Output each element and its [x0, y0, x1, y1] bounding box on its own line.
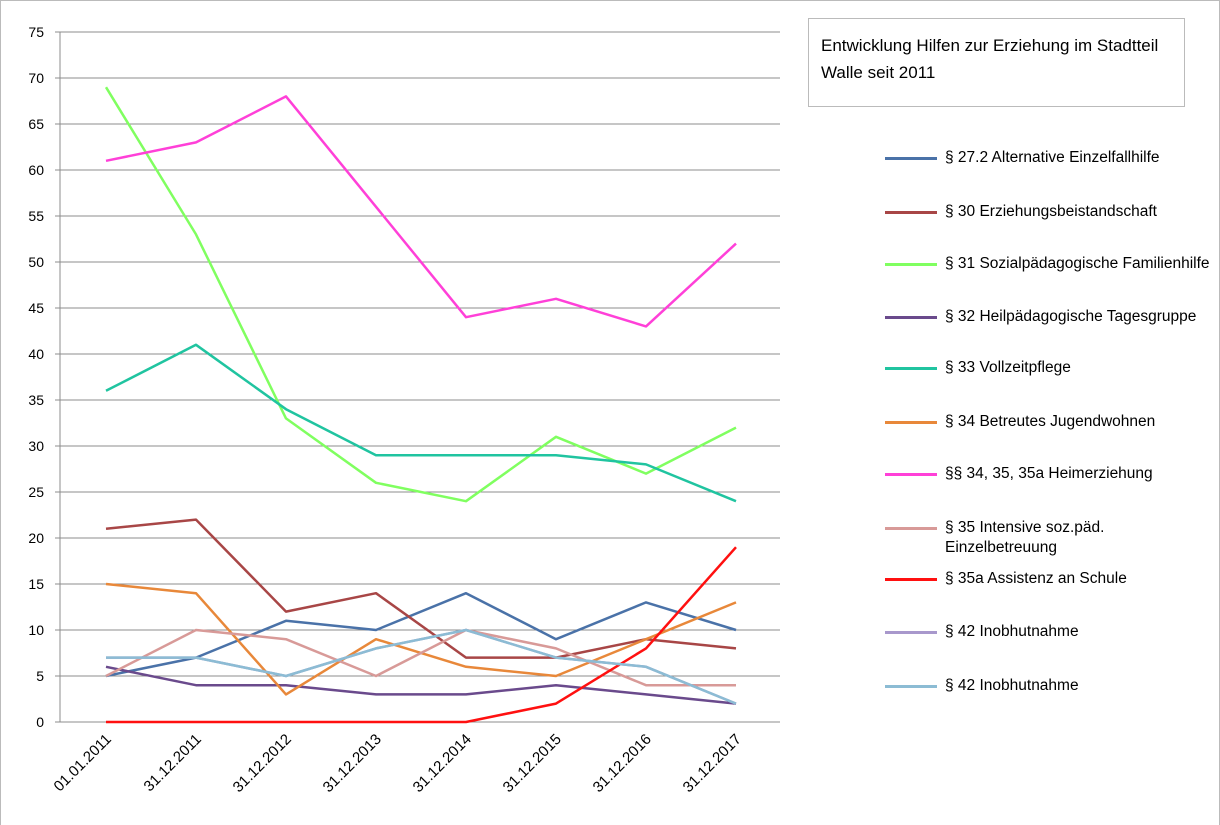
- legend-label: § 30 Erziehungsbeistandschaft: [945, 203, 1157, 220]
- legend-swatch: [885, 578, 937, 581]
- chart-title: Entwicklung Hilfen zur Erziehung im Stad…: [808, 18, 1185, 107]
- legend-label: § 31 Sozialpädagogische Familienhilfe: [945, 255, 1210, 272]
- legend-item: § 35a Assistenz an Schule: [885, 569, 1215, 589]
- legend-swatch: [885, 631, 937, 634]
- legend-label: § 34 Betreutes Jugendwohnen: [945, 413, 1156, 430]
- y-tick-label: 30: [28, 438, 44, 454]
- legend-item: §§ 34, 35, 35a Heimerziehung: [885, 464, 1215, 484]
- y-tick-label: 35: [28, 392, 44, 408]
- y-tick-label: 55: [28, 208, 44, 224]
- legend-label: § 42 Inobhutnahme: [945, 623, 1079, 640]
- x-tick-label: 31.12.2015: [500, 731, 565, 796]
- legend-swatch: [885, 263, 937, 266]
- series-line: [106, 546, 737, 724]
- legend-label: § 35 Intensive soz.päd. Einzelbetreuung: [945, 519, 1105, 556]
- legend-label: § 33 Vollzeitpflege: [945, 359, 1071, 376]
- y-tick-label: 40: [28, 346, 44, 362]
- x-tick-label: 31.12.2012: [230, 731, 295, 796]
- series-line: [105, 591, 737, 678]
- legend-swatch: [885, 685, 937, 688]
- legend-label: §§ 34, 35, 35a Heimerziehung: [945, 465, 1153, 482]
- legend-item: § 30 Erziehungsbeistandschaft: [885, 202, 1215, 222]
- series-line: [104, 86, 737, 503]
- legend-swatch: [885, 367, 937, 370]
- legend-item: § 35 Intensive soz.päd. Einzelbetreuung: [885, 518, 1215, 558]
- y-tick-label: 50: [28, 254, 44, 270]
- legend-item: § 27.2 Alternative Einzelfallhilfe: [885, 148, 1215, 168]
- y-tick-label: 15: [28, 576, 44, 592]
- y-tick-label: 70: [28, 70, 44, 86]
- y-tick-label: 60: [28, 162, 44, 178]
- x-tick-label: 31.12.2017: [680, 731, 745, 796]
- y-tick-label: 10: [28, 622, 44, 638]
- legend-item: § 34 Betreutes Jugendwohnen: [885, 412, 1215, 432]
- series-line: [105, 343, 737, 503]
- legend-swatch: [885, 157, 937, 160]
- legend-label: § 35a Assistenz an Schule: [945, 570, 1127, 587]
- y-tick-label: 20: [28, 530, 44, 546]
- legend-swatch: [885, 527, 937, 530]
- legend-label: § 27.2 Alternative Einzelfallhilfe: [945, 149, 1160, 166]
- y-tick-label: 5: [36, 668, 44, 684]
- legend-swatch: [885, 421, 937, 424]
- legend-swatch: [885, 473, 937, 476]
- series-line: [106, 628, 737, 705]
- legend-item: § 42 Inobhutnahme: [885, 676, 1215, 696]
- legend-swatch: [885, 316, 937, 319]
- x-tick-label: 31.12.2014: [410, 731, 475, 796]
- y-tick-label: 25: [28, 484, 44, 500]
- series-line: [105, 95, 737, 328]
- x-tick-label: 31.12.2013: [320, 731, 385, 796]
- legend-swatch: [885, 211, 937, 214]
- legend-label: § 32 Heilpädagogische Tagesgruppe: [945, 308, 1197, 325]
- series-line: [105, 665, 737, 705]
- legend-item: § 42 Inobhutnahme: [885, 622, 1215, 642]
- y-tick-label: 75: [28, 24, 44, 40]
- y-tick-label: 0: [36, 714, 44, 730]
- legend-label: § 42 Inobhutnahme: [945, 677, 1079, 694]
- series-line: [105, 518, 737, 659]
- legend-item: § 31 Sozialpädagogische Familienhilfe: [885, 254, 1215, 274]
- y-tick-label: 45: [28, 300, 44, 316]
- legend-item: § 32 Heilpädagogische Tagesgruppe: [885, 307, 1215, 327]
- y-tick-label: 65: [28, 116, 44, 132]
- x-tick-label: 01.01.2011: [51, 731, 115, 795]
- x-tick-label: 31.12.2016: [590, 731, 655, 796]
- series-line: [105, 628, 736, 687]
- legend-item: § 33 Vollzeitpflege: [885, 358, 1215, 378]
- x-tick-label: 31.12.2011: [141, 731, 205, 795]
